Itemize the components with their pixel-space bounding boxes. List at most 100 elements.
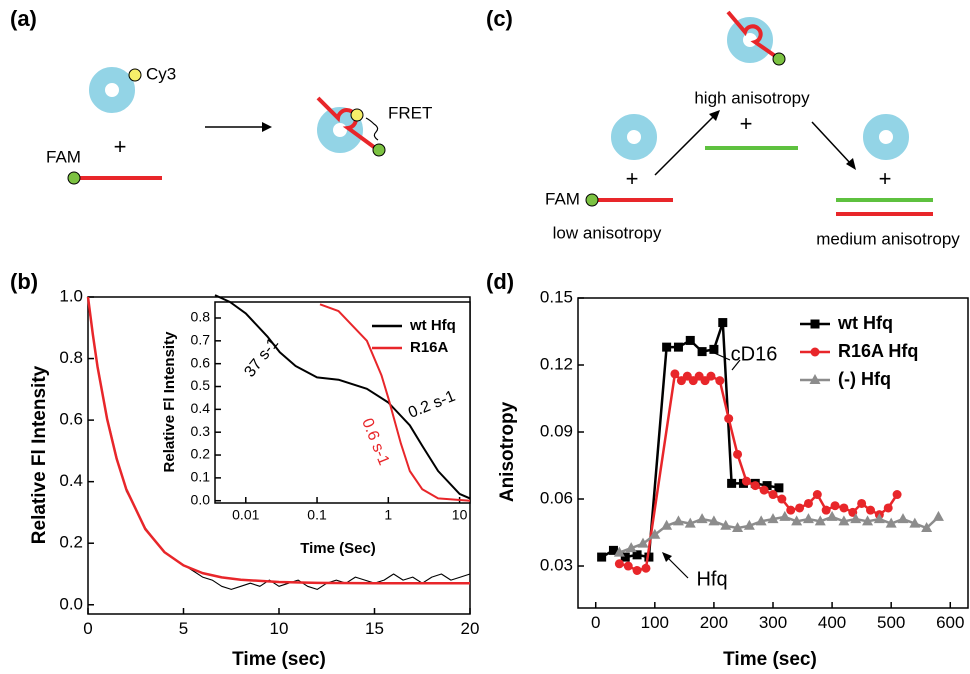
y-tick-label: 0.2	[191, 446, 211, 462]
y-axis-label: Relative Fl Intensity	[29, 365, 50, 544]
marker	[777, 494, 787, 504]
y-tick-label: 0.09	[540, 421, 573, 440]
y-tick-label: 0.0	[59, 594, 83, 613]
marker	[750, 481, 760, 491]
panel-label: (c)	[486, 6, 513, 31]
plot-frame	[214, 301, 471, 504]
y-tick-label: 0.6	[191, 354, 211, 370]
donor-label: FAM	[545, 189, 580, 208]
marker	[632, 550, 642, 560]
marker	[641, 563, 651, 573]
panel-label: (d)	[486, 269, 514, 294]
state-label: low anisotropy	[553, 223, 662, 242]
marker	[684, 517, 696, 528]
x-axis-label: Time (sec)	[232, 649, 326, 670]
plus: +	[740, 111, 753, 136]
marker	[724, 414, 734, 424]
series-line	[214, 294, 471, 500]
marker	[755, 515, 767, 526]
marker	[932, 510, 944, 521]
y-tick-label: 0.7	[191, 332, 211, 348]
x-tick-label: 400	[818, 613, 846, 632]
arrow	[654, 115, 715, 176]
legend-label: wt Hfq	[409, 317, 456, 334]
marker	[791, 515, 803, 526]
marker	[850, 513, 862, 524]
marker	[809, 374, 821, 384]
fam-dye	[772, 52, 786, 66]
marker	[649, 528, 661, 539]
panel-label: (b)	[10, 269, 38, 294]
marker	[625, 542, 637, 553]
state-label: medium anisotropy	[816, 229, 960, 248]
transfer-arrow	[365, 117, 379, 141]
plus: +	[626, 166, 639, 191]
plus: +	[114, 134, 127, 159]
marker	[685, 335, 695, 345]
legend-label: wt Hfq	[837, 313, 893, 333]
marker	[632, 565, 642, 575]
marker	[608, 545, 618, 555]
marker	[802, 513, 814, 524]
y-tick-label: 0.15	[540, 287, 573, 306]
x-tick-label: 15	[365, 619, 384, 638]
fam-dye	[585, 193, 599, 207]
y-tick-label: 0.1	[191, 469, 211, 485]
arrow-head	[662, 552, 672, 562]
y-tick-label: 0.3	[191, 423, 211, 439]
marker	[597, 552, 607, 562]
marker	[727, 478, 737, 488]
protein-ring	[611, 114, 657, 160]
marker	[661, 519, 673, 530]
marker	[720, 519, 732, 530]
annotation-arrow	[665, 555, 689, 579]
y-tick-label: 0.2	[59, 533, 83, 552]
marker	[830, 501, 840, 511]
y-tick-label: 0.12	[540, 354, 573, 373]
donor-label: FAM	[46, 147, 81, 166]
signal-label: FRET	[388, 103, 432, 122]
marker	[774, 483, 784, 493]
x-tick-label: 300	[759, 613, 787, 632]
marker	[706, 371, 716, 381]
marker	[909, 517, 921, 528]
state-label: high anisotropy	[694, 88, 810, 107]
x-tick-label: 0.1	[307, 506, 327, 522]
marker	[709, 344, 719, 354]
marker	[838, 515, 850, 526]
marker	[795, 503, 805, 513]
marker	[892, 490, 902, 500]
marker	[741, 476, 751, 486]
cy3-dye	[128, 68, 142, 82]
series-line	[319, 303, 471, 502]
marker	[767, 513, 779, 524]
cy3-dye	[350, 108, 364, 122]
marker	[885, 517, 897, 528]
y-axis-label: Anisotropy	[497, 401, 518, 502]
x-tick-label: 0	[83, 619, 92, 638]
legend-label: R16A	[410, 339, 449, 356]
fam-dye	[372, 143, 386, 157]
marker	[670, 369, 680, 379]
marker	[733, 449, 743, 459]
arrow-head	[262, 122, 272, 132]
protein-ring	[89, 67, 135, 113]
series-line	[86, 296, 470, 585]
fam-dye	[67, 171, 81, 185]
annotation: cD16	[731, 343, 778, 365]
legend-label: (-) Hfq	[838, 369, 891, 389]
marker	[821, 505, 831, 515]
marker	[812, 490, 822, 500]
panel-a: (a) Cy3 + FAM FRET	[10, 6, 432, 185]
y-tick-label: 0.8	[59, 348, 83, 367]
x-tick-label: 100	[641, 613, 669, 632]
marker	[743, 519, 755, 530]
annotation: Hfq	[696, 568, 727, 590]
marker	[696, 513, 708, 524]
marker	[803, 498, 813, 508]
marker	[732, 522, 744, 533]
marker	[839, 503, 849, 513]
marker	[786, 505, 796, 515]
panel-label: (a)	[10, 6, 37, 31]
y-tick-label: 0.03	[540, 555, 573, 574]
